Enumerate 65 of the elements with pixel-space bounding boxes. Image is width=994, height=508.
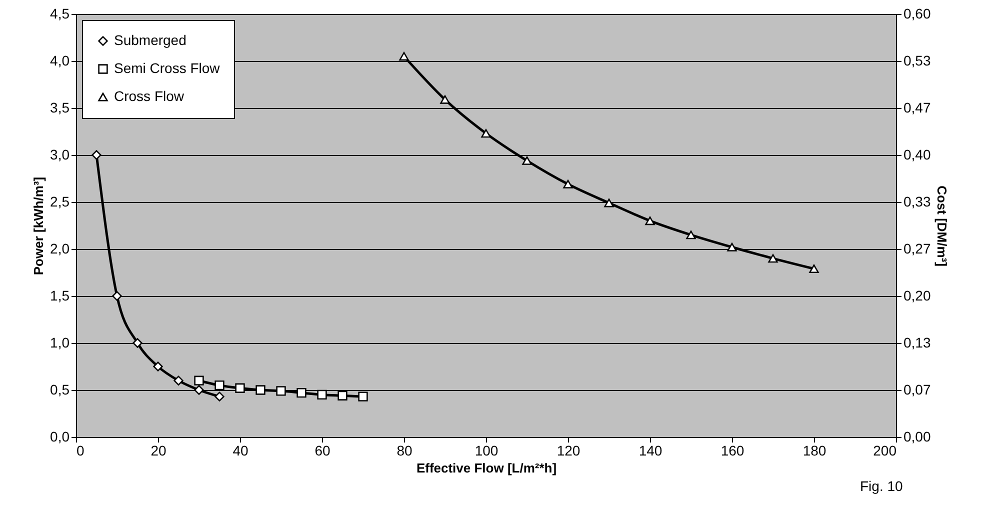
x-tick-label: 120	[556, 442, 580, 458]
y-axis-title: Power [kWh/m³]	[31, 176, 46, 276]
point	[317, 390, 327, 400]
y-tick-label: 4,0	[50, 52, 70, 68]
point	[174, 376, 184, 386]
y2-tick-label: 0,07	[904, 381, 931, 398]
point	[727, 242, 737, 252]
point	[481, 129, 491, 138]
y2-tick-label: 0,60	[904, 6, 931, 22]
point	[768, 254, 778, 263]
x-tick-label: 0	[76, 442, 84, 458]
point	[440, 95, 450, 104]
point	[132, 338, 142, 348]
x-tick-label: 160	[720, 442, 744, 458]
point	[194, 376, 204, 386]
y2-tick-label: 0,27	[904, 240, 931, 256]
caption: Fig. 10	[860, 478, 903, 494]
point	[153, 362, 163, 372]
y-tick-label: 4,5	[50, 6, 70, 22]
point	[214, 392, 224, 402]
y-tick-label: 1,5	[50, 288, 70, 304]
y2-tick-label: 0,13	[904, 334, 931, 351]
y2-axis-title: Cost [DM/m³]	[934, 186, 950, 266]
y-tick-label: 0,5	[50, 382, 70, 398]
point	[256, 385, 266, 395]
y-tick-label: 0,0	[50, 428, 70, 444]
x-tick-label: 140	[638, 442, 662, 458]
y2-tick-label: 0,20	[904, 288, 931, 304]
y2-tick-label: 0,33	[904, 194, 931, 210]
y-tick-label: 3,5	[50, 100, 70, 116]
point	[112, 291, 122, 301]
x-tick-label: 180	[802, 442, 826, 458]
point	[276, 386, 286, 396]
point	[563, 180, 573, 188]
x-tick-label: 100	[474, 442, 498, 458]
point	[194, 385, 204, 395]
y2-tick-label: 0,40	[904, 146, 931, 162]
y2-tick-label: 0,00	[904, 428, 931, 444]
point	[214, 380, 224, 390]
x-axis-title: Effective Flow [L/m²*h]	[416, 460, 557, 476]
y-tick-label: 3,0	[50, 146, 70, 162]
legend-label: Semi Cross Flow	[114, 60, 221, 76]
point	[399, 52, 409, 61]
point	[358, 392, 368, 402]
point	[604, 198, 614, 208]
x-tick-label: 40	[232, 442, 248, 458]
y2-tick-label: 0,53	[904, 52, 931, 69]
point	[338, 390, 348, 400]
point	[522, 156, 532, 165]
y2-tick-label: 0,47	[904, 99, 931, 116]
point	[296, 388, 306, 398]
y-tick-label: 2,5	[50, 194, 70, 210]
point	[235, 383, 245, 393]
x-tick-label: 200	[873, 442, 897, 458]
point	[645, 216, 655, 226]
x-tick-label: 60	[314, 442, 330, 458]
legend-label: Submerged	[114, 32, 186, 48]
point	[686, 230, 696, 240]
point	[92, 150, 102, 160]
point	[809, 264, 819, 274]
x-tick-label: 80	[396, 442, 412, 458]
y-tick-label: 2,0	[50, 240, 70, 256]
legend-label: Cross Flow	[114, 88, 185, 104]
y-tick-label: 1,0	[50, 334, 70, 350]
x-tick-label: 20	[150, 442, 166, 458]
